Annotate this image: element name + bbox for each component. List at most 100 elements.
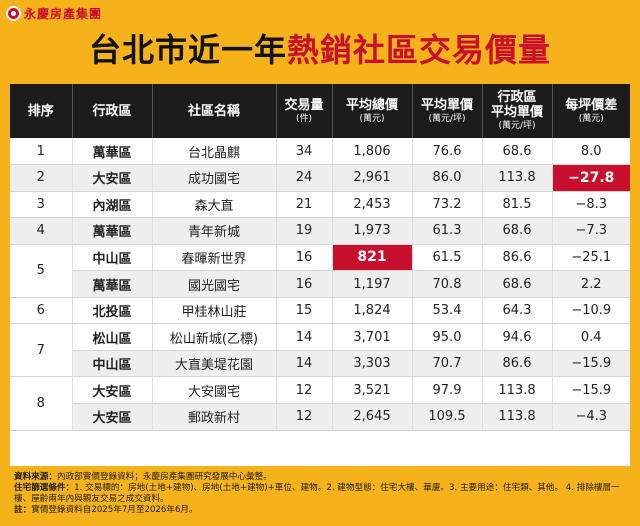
volume-cell: 16: [276, 244, 333, 272]
diff-cell: −25.1: [552, 244, 630, 272]
diff-cell: −4.3: [552, 403, 630, 431]
community-cell: 成功國宅: [152, 164, 277, 192]
district-avg-cell: 64.3: [482, 297, 553, 325]
title-part2: 熱銷社區交易價量: [287, 31, 552, 69]
avg-total-cell: 3,521: [332, 376, 413, 404]
header-unit: (件): [295, 113, 313, 124]
avg-total-cell: 3,303: [332, 350, 413, 378]
district-cell: 內湖區: [72, 191, 153, 219]
district-cell: 北投區: [72, 297, 153, 325]
header-avg-unit: 平均單價 (萬元/坪): [412, 84, 483, 138]
table-row: 2 大安區 成功國宅 24 2,961 86.0 113.8 −27.8: [10, 164, 630, 192]
district-avg-cell: 68.6: [482, 270, 553, 298]
header-district-avg: 行政區 平均單價 (萬元/坪): [482, 84, 553, 138]
volume-cell: 19: [276, 217, 333, 245]
header-label: 行政區: [92, 103, 132, 119]
source-label: 資料來源：: [14, 472, 57, 482]
header-diff: 每坪價差 (萬元): [552, 84, 630, 138]
district-avg-cell: 81.5: [482, 191, 553, 219]
avg-total-cell: 2,961: [332, 164, 413, 192]
diff-cell: −8.3: [552, 191, 630, 219]
avg-unit-cell: 61.3: [412, 217, 483, 245]
district-avg-cell: 86.6: [482, 244, 553, 272]
avg-unit-cell: 97.9: [412, 376, 483, 404]
district-cell: 萬華區: [72, 270, 153, 298]
community-cell: 台北晶麒: [152, 138, 277, 166]
district-cell: 大安區: [72, 376, 153, 404]
rank-cell: 2: [10, 164, 73, 192]
district-avg-cell: 113.8: [482, 376, 553, 404]
district-cell: 大安區: [72, 403, 153, 431]
district-avg-cell: 94.6: [482, 323, 553, 351]
rank-cell: 4: [10, 217, 73, 245]
header-avg-total: 平均總價 (萬元): [332, 84, 413, 138]
header-label: 平均總價: [345, 97, 398, 113]
brand: 永慶房產集團: [6, 4, 102, 22]
footnotes: 資料來源：內政部實價登錄資料；永慶房產集團研究發展中心彙整。 住宅篩選條件：1.…: [14, 472, 628, 516]
avg-total-cell: 821: [332, 244, 413, 272]
community-cell: 森大直: [152, 191, 277, 219]
district-avg-cell: 113.8: [482, 164, 553, 192]
brand-name: 永慶房產集團: [24, 6, 103, 21]
header-label: 平均單價: [420, 97, 473, 113]
district-cell: 松山區: [72, 323, 153, 351]
criteria-label: 住宅篩選條件：: [14, 483, 75, 493]
header-community: 社區名稱: [152, 84, 277, 138]
volume-cell: 24: [276, 164, 333, 192]
avg-total-cell: 1,197: [332, 270, 413, 298]
avg-unit-cell: 73.2: [412, 191, 483, 219]
header-label: 每坪價差: [565, 97, 618, 113]
volume-cell: 21: [276, 191, 333, 219]
rank-cell: 1: [10, 138, 73, 166]
community-cell: 春暉新世界: [152, 244, 277, 272]
table-row: 4 萬華區 青年新城 19 1,973 61.3 68.6 −7.3: [10, 217, 630, 245]
avg-unit-cell: 53.4: [412, 297, 483, 325]
district-avg-cell: 113.8: [482, 403, 553, 431]
district-cell: 大安區: [72, 164, 153, 192]
diff-cell: 2.2: [552, 270, 630, 298]
avg-total-cell: 3,701: [332, 323, 413, 351]
volume-cell: 34: [276, 138, 333, 166]
header-label: 交易量: [284, 97, 324, 113]
avg-total-cell: 1,824: [332, 297, 413, 325]
table-row: 大安區 郵政新村 12 2,645 109.5 113.8 −4.3: [10, 403, 630, 431]
data-table-container: 排序 行政區 社區名稱 交易量 (件) 平均總價 (萬元) 平均單價 (萬元/坪) 行政區 平均單…: [10, 84, 630, 466]
header-label: 社區名稱: [187, 103, 240, 119]
diff-cell: 8.0: [552, 138, 630, 166]
diff-cell: 0.4: [552, 323, 630, 351]
header-unit: (萬元/坪): [428, 113, 466, 124]
diff-cell: −27.8: [552, 164, 630, 192]
rank-cell: 6: [10, 297, 73, 325]
table-body: 1 萬華區 台北晶麒 34 1,806 76.6 68.6 8.0 2 大安區 成功國宅 24 2,96…: [10, 138, 630, 431]
table-row: 5 中山區 春暉新世界 16 821 61.5 86.6 −25.1: [10, 244, 630, 298]
rank-cell: 8: [10, 376, 73, 431]
avg-unit-cell: 76.6: [412, 138, 483, 166]
avg-total-cell: 1,973: [332, 217, 413, 245]
source-text: 內政部實價登錄資料；永慶房產集團研究發展中心彙整。: [56, 472, 272, 482]
volume-cell: 14: [276, 350, 333, 378]
district-avg-cell: 86.6: [482, 350, 553, 378]
diff-cell: −15.9: [552, 376, 630, 404]
volume-cell: 15: [276, 297, 333, 325]
table-row: 萬華區 國光國宅 16 1,197 70.8 68.6 2.2: [10, 270, 630, 298]
header-volume: 交易量 (件): [276, 84, 333, 138]
source-note: 資料來源：內政部實價登錄資料；永慶房產集團研究發展中心彙整。: [14, 472, 628, 483]
note-label: 註：: [14, 505, 32, 515]
volume-cell: 12: [276, 403, 333, 431]
rank-cell: 3: [10, 191, 73, 219]
volume-cell: 12: [276, 376, 333, 404]
volume-cell: 16: [276, 270, 333, 298]
criteria-text: 1. 交易標的：房地(土地+建物)、房地(土地+建物)+車位、建物。2. 建物型…: [14, 483, 620, 504]
data-table: 排序 行政區 社區名稱 交易量 (件) 平均總價 (萬元) 平均單價 (萬元/坪) 行政區 平均單…: [10, 84, 630, 431]
avg-unit-cell: 95.0: [412, 323, 483, 351]
table-row: 1 萬華區 台北晶麒 34 1,806 76.6 68.6 8.0: [10, 138, 630, 166]
note-text: 實價登錄資料自2025年7月至2026年6月。: [31, 505, 198, 515]
date-note: 註：實價登錄資料自2025年7月至2026年6月。: [14, 505, 628, 516]
avg-unit-cell: 109.5: [412, 403, 483, 431]
community-cell: 大直美堤花園: [152, 350, 277, 378]
rank-cell: 5: [10, 244, 73, 298]
header-unit: (萬元): [359, 113, 385, 124]
avg-total-cell: 2,453: [332, 191, 413, 219]
diff-cell: −15.9: [552, 350, 630, 378]
community-cell: 大安國宅: [152, 376, 277, 404]
